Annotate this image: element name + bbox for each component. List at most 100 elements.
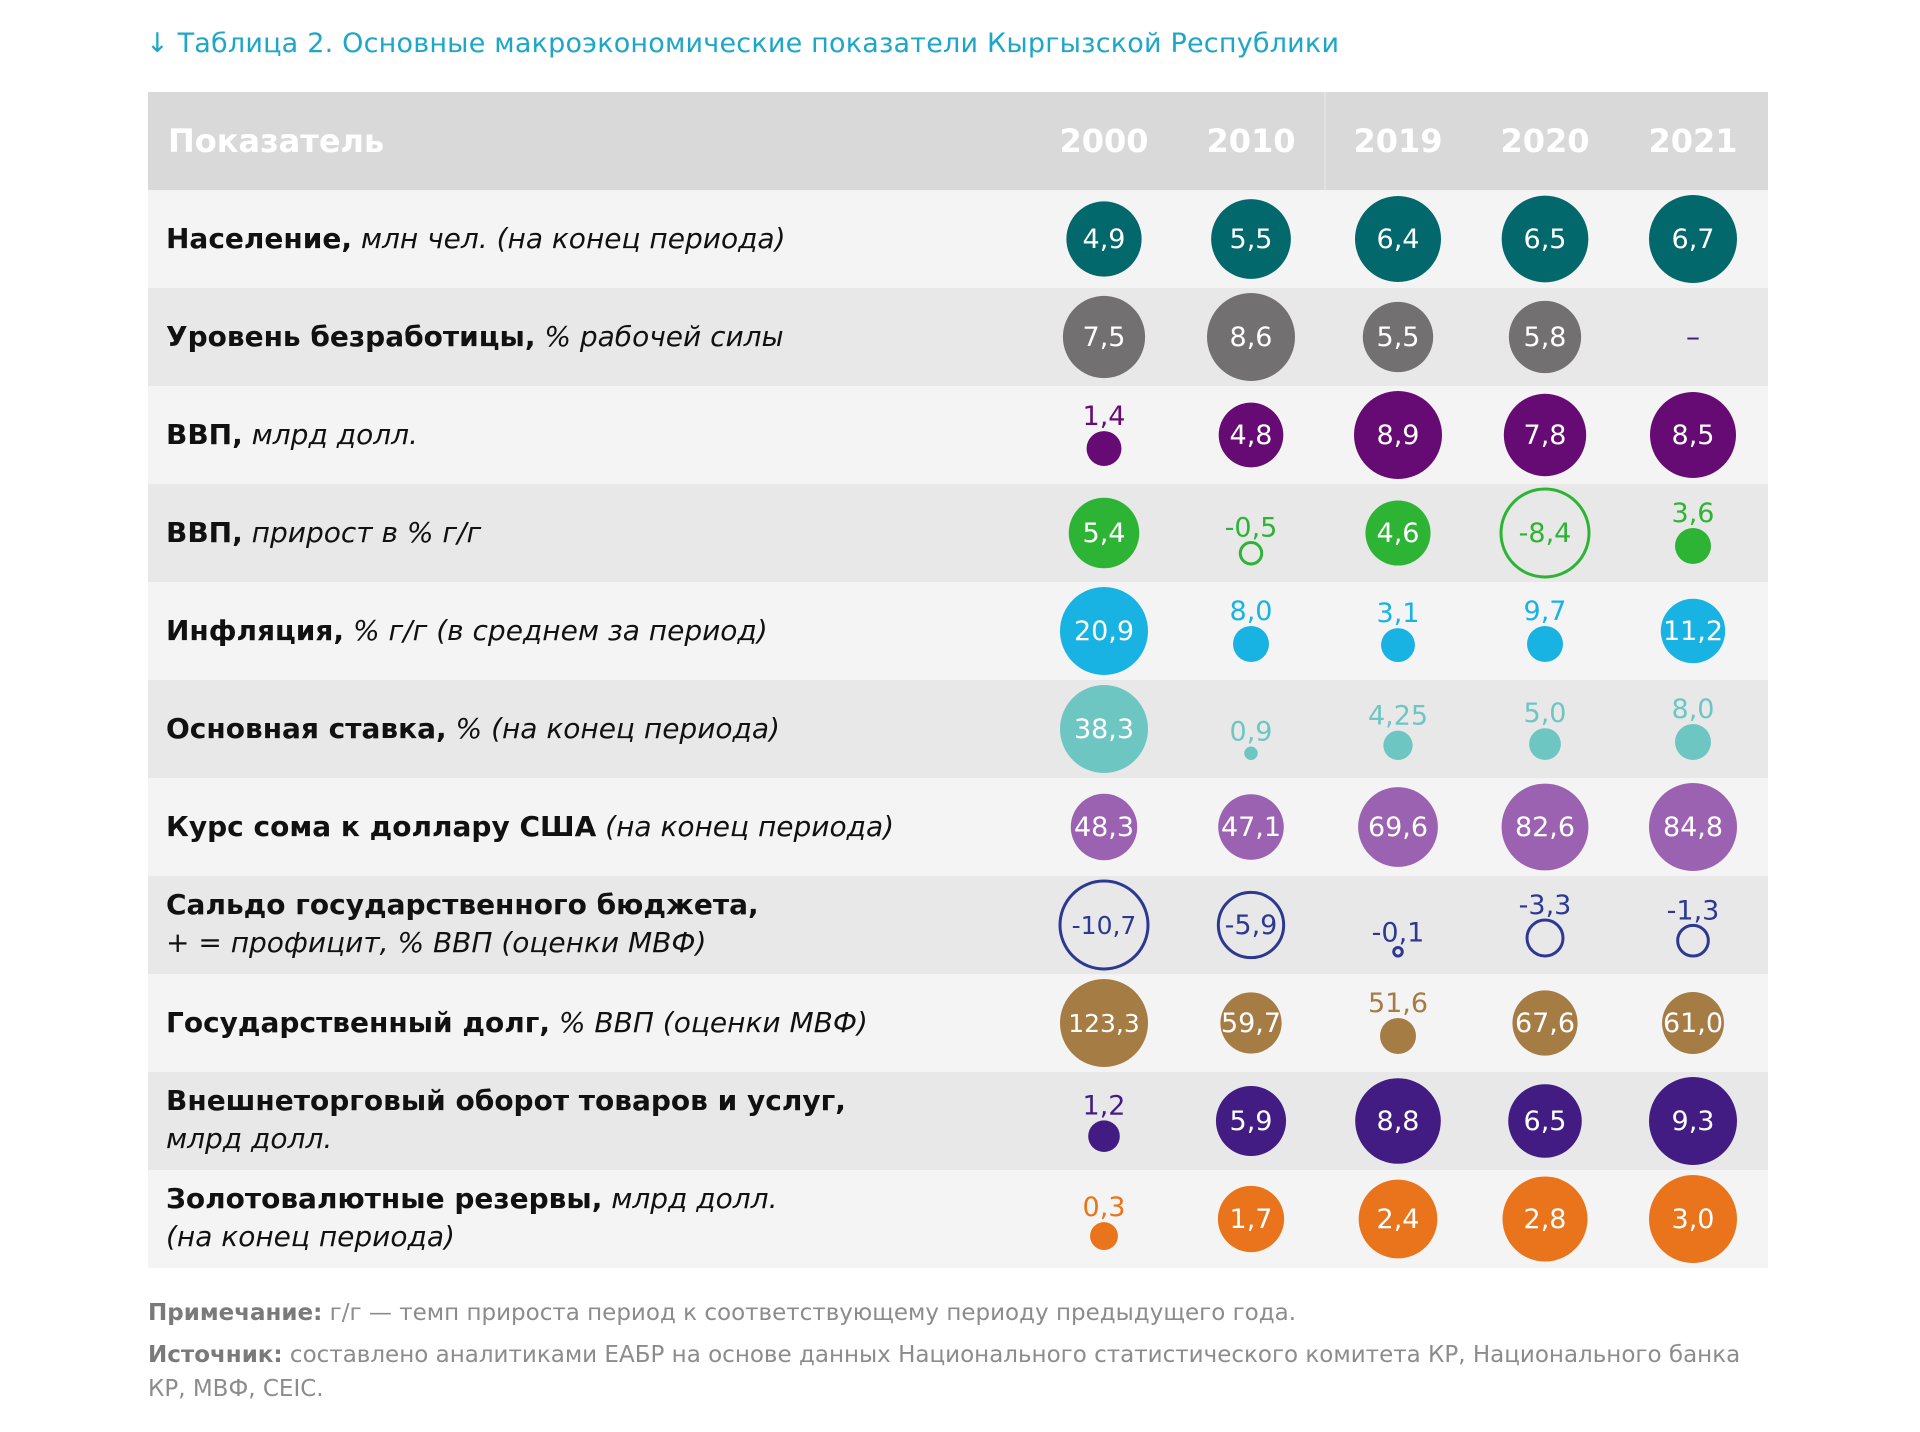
value-label: 61,0 [1663, 1008, 1723, 1039]
row-unit: % г/г (в среднем за период) [344, 614, 768, 647]
value-bubble [1068, 497, 1140, 569]
value-label: 4,9 [1083, 224, 1126, 255]
row-label: Сальдо государственного бюджета, + = проф… [166, 886, 759, 962]
header-year: 2000 [1059, 122, 1149, 160]
value-bubble [1662, 992, 1724, 1054]
row-unit: (на конец периода) [596, 810, 895, 843]
value-label: -3,3 [1519, 890, 1572, 921]
table-row: Государственный долг, % ВВП (оценки МВФ)… [148, 974, 1768, 1072]
value-label: 47,1 [1221, 812, 1281, 843]
value-label: 8,0 [1672, 694, 1715, 725]
value-bubble [1512, 990, 1578, 1056]
value-bubble [1358, 1179, 1438, 1259]
row-unit: млрд долл. [602, 1182, 778, 1215]
value-label: 11,2 [1663, 616, 1723, 647]
value-bubble [1354, 391, 1442, 479]
value-bubble [1220, 992, 1282, 1054]
value-label: 5,5 [1230, 224, 1273, 255]
value-label: 8,6 [1230, 322, 1273, 353]
row-unit: % (на конец периода) [446, 712, 780, 745]
row-label: ВВП, млрд долл. [166, 416, 418, 454]
value-bubble [1215, 1085, 1287, 1157]
value-label: 84,8 [1663, 812, 1723, 843]
value-bubble [1383, 730, 1413, 760]
value-bubble [1650, 392, 1736, 478]
value-bubble [1649, 783, 1737, 871]
value-label: 48,3 [1074, 812, 1134, 843]
value-bubble [1503, 393, 1587, 477]
value-bubble [1207, 293, 1295, 381]
table-row: Уровень безработицы, % рабочей силы 7,5 8,… [148, 288, 1768, 386]
value-bubble [1060, 587, 1148, 675]
value-label: 4,6 [1377, 518, 1420, 549]
row-name: Государственный долг, [166, 1006, 551, 1039]
value-bubble [1070, 793, 1138, 861]
value-label: 5,4 [1083, 518, 1126, 549]
value-label: 0,3 [1083, 1192, 1126, 1223]
row-bubbles: -10,7 -5,9 -0,1 -3,3 -1,3 [1058, 879, 1720, 971]
row-name: Сальдо государственного бюджета, [166, 888, 759, 921]
macro-table: Показатель 2000 2010 2019 2020 2021 Насе… [148, 92, 1768, 1268]
value-label: 2,4 [1377, 1204, 1420, 1235]
header-year: 2019 [1353, 122, 1443, 160]
value-label: 67,6 [1515, 1008, 1575, 1039]
value-label: – [1686, 320, 1700, 353]
header-year: 2021 [1648, 122, 1738, 160]
value-bubble [1060, 685, 1148, 773]
row-name: Золотовалютные резервы, [166, 1182, 603, 1215]
value-label: 3,0 [1672, 1204, 1715, 1235]
value-bubble [1676, 923, 1710, 958]
value-bubble [1365, 500, 1431, 566]
row-unit: % рабочей силы [535, 320, 784, 353]
row-bubbles: 48,3 47,1 69,6 82,6 84,8 [1070, 783, 1737, 871]
table-header: Показатель 2000 2010 2019 2020 2021 [148, 92, 1768, 190]
value-label: 1,2 [1083, 1090, 1126, 1121]
value-label: 51,6 [1368, 988, 1428, 1019]
value-bubble [1358, 787, 1438, 867]
table-body: Население, млн чел. (на конец периода) 4,… [148, 190, 1768, 1268]
row-name: Основная ставка, [166, 712, 447, 745]
value-label: 9,7 [1524, 596, 1567, 627]
value-label: -0,1 [1372, 917, 1425, 948]
note: Примечание: г/г — темп прироста период к… [148, 1296, 1770, 1330]
row-label: Государственный долг, % ВВП (оценки МВФ) [166, 1004, 868, 1042]
row-bubbles: 1,4 4,8 8,9 7,8 8,5 [1083, 391, 1736, 479]
value-bubble [1233, 626, 1269, 662]
value-label: 123,3 [1068, 1009, 1140, 1038]
value-bubble [1088, 1120, 1120, 1152]
header-divider [1324, 92, 1326, 190]
row-label: Внешнеторговый оборот товаров и услуг, мл… [166, 1082, 846, 1158]
value-bubble [1066, 201, 1142, 277]
value-label: -5,9 [1225, 910, 1278, 941]
value-label: -1,3 [1667, 895, 1720, 926]
row-label: Инфляция, % г/г (в среднем за период) [166, 612, 768, 650]
value-bubble [1502, 1176, 1588, 1262]
row-name: ВВП, [166, 516, 243, 549]
value-bubble [1649, 1077, 1737, 1165]
row-bubbles: 1,2 5,9 8,8 6,5 9,3 [1083, 1077, 1737, 1165]
value-bubble [1499, 487, 1591, 579]
value-bubble [1649, 195, 1737, 283]
value-label: 5,9 [1230, 1106, 1273, 1137]
table-row: Основная ставка, % (на конец периода) 38,… [148, 680, 1768, 778]
value-bubble [1380, 1018, 1416, 1054]
value-bubble [1211, 199, 1291, 279]
table-title: ↓ Таблица 2. Основные макроэкономические… [146, 28, 1340, 59]
row-label: Население, млн чел. (на конец периода) [166, 220, 786, 258]
value-label: 1,4 [1083, 401, 1126, 432]
table-row: Инфляция, % г/г (в среднем за период) 20,… [148, 582, 1768, 680]
header-year: 2010 [1206, 122, 1296, 160]
value-bubble [1362, 301, 1434, 373]
row-unit: млн чел. (на конец периода) [352, 222, 786, 255]
value-bubble [1086, 431, 1122, 466]
value-bubble [1238, 541, 1264, 566]
value-bubble [1216, 890, 1286, 960]
row-name: Население, [166, 222, 353, 255]
value-label: 7,8 [1524, 420, 1567, 451]
value-bubble [1525, 918, 1565, 958]
row-bubbles: 20,9 8,0 3,1 9,7 11,2 [1060, 587, 1726, 675]
value-label: 20,9 [1074, 616, 1134, 647]
value-bubble [1217, 1185, 1285, 1253]
value-bubble [1060, 979, 1148, 1067]
value-bubble [1354, 195, 1442, 283]
